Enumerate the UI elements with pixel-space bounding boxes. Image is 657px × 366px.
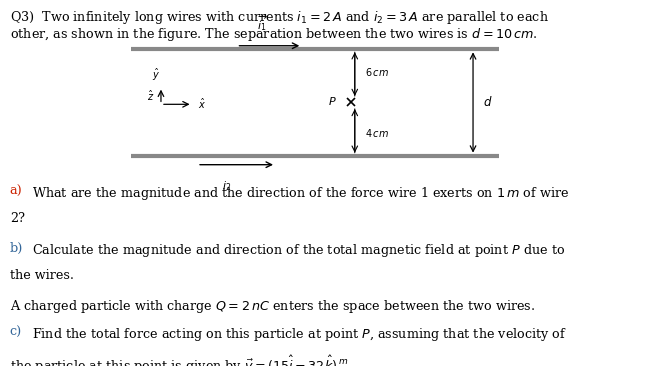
Text: $\overrightarrow{i_1}$: $\overrightarrow{i_1}$ xyxy=(257,13,269,33)
Text: $6\,cm$: $6\,cm$ xyxy=(365,66,388,78)
Text: c): c) xyxy=(10,326,22,339)
Text: 2?: 2? xyxy=(10,212,25,225)
Text: $\hat{x}$: $\hat{x}$ xyxy=(198,97,206,111)
Text: $\hat{z}$: $\hat{z}$ xyxy=(147,89,154,102)
Text: other, as shown in the figure. The separation between the two wires is $d = 10\,: other, as shown in the figure. The separ… xyxy=(10,26,537,42)
Text: $4\,cm$: $4\,cm$ xyxy=(365,127,388,139)
Text: Q3)  Two infinitely long wires with currents $i_1 = 2\,A$ and $i_2 = 3\,A$ are p: Q3) Two infinitely long wires with curre… xyxy=(10,9,549,26)
Text: $P$: $P$ xyxy=(328,95,337,107)
Text: A charged particle with charge $Q = 2\,nC$ enters the space between the two wire: A charged particle with charge $Q = 2\,n… xyxy=(10,298,535,315)
Text: b): b) xyxy=(10,242,23,255)
Text: What are the magnitude and the direction of the force wire 1 exerts on $1\,\math: What are the magnitude and the direction… xyxy=(28,185,570,202)
Text: Find the total force acting on this particle at point $P$, assuming that the vel: Find the total force acting on this part… xyxy=(28,326,567,343)
Text: the wires.: the wires. xyxy=(10,269,74,282)
Text: $i_2$: $i_2$ xyxy=(222,179,231,193)
Text: $d$: $d$ xyxy=(483,96,492,109)
Text: the particle at this point is given by $\vec{v} = (15\hat{i} - 32\hat{k})\,\frac: the particle at this point is given by $… xyxy=(10,353,353,366)
Text: Calculate the magnitude and direction of the total magnetic field at point $P$ d: Calculate the magnitude and direction of… xyxy=(28,242,566,258)
Text: $\hat{y}$: $\hat{y}$ xyxy=(152,67,160,83)
Text: a): a) xyxy=(10,185,22,198)
